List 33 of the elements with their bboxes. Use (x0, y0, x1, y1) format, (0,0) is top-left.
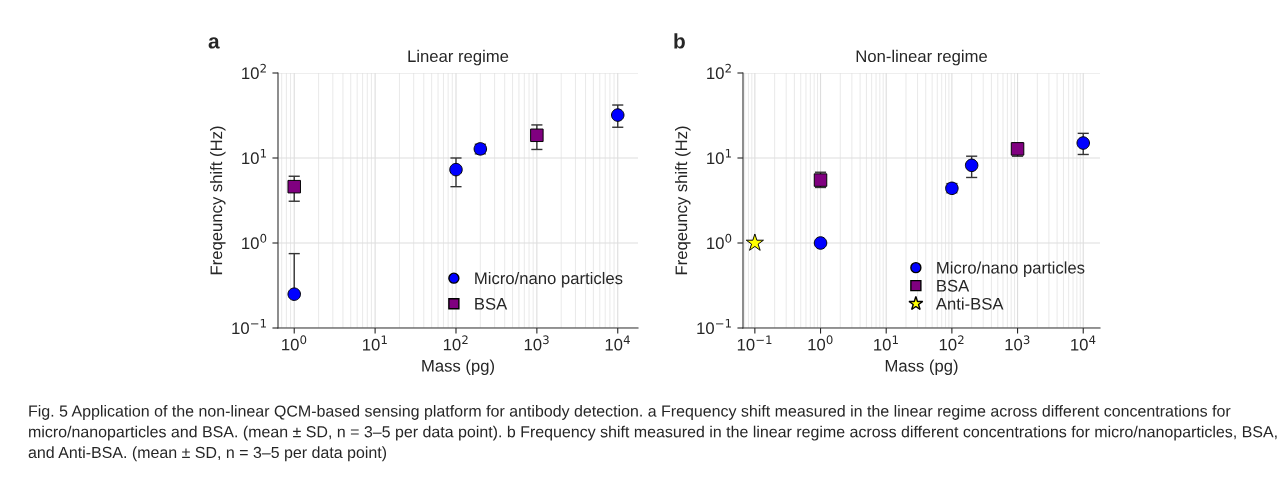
legend-label: BSA (937, 279, 970, 292)
text: a (208, 37, 220, 49)
x-tick-label: 10$^{0}$ (808, 335, 833, 351)
y-tick-label: 10$^{−1}$ (697, 319, 731, 335)
y-tick-label: 10$^{2}$ (707, 63, 731, 80)
x-tick-label: 10$^{4}$ (605, 335, 630, 351)
text: b (674, 33, 685, 49)
x-tick-label: 10$^{2}$ (443, 335, 468, 351)
legend-label: Micro/nano particles (475, 271, 623, 288)
x-tick-label: 10$^{3}$ (524, 335, 549, 351)
y-tick-label: 10$^{0}$ (242, 233, 267, 250)
x-tick-label: 10$^{3}$ (1005, 335, 1030, 351)
y-tick-label: 10$^{−1}$ (232, 319, 266, 335)
caption: Fig. 5 Application of the non-linear QCM-based sensing platform for antibody detection. a Frequency shift measured in the linear regime across different concentrations for micro/nanoparticles and BSA. (mean ± SD, n = 3–5 per data point). b Frequency shift measured in the linear regime across different concentrations for micro/nanoparticles, BSA, and Anti-BSA. (mean ± SD, n = 3–5 per data point) (28, 405, 1277, 462)
x-tick-label: 10$^{1}$ (874, 335, 898, 351)
y-tick-label: 10$^{1}$ (707, 149, 731, 165)
chart-title: Linear regime (408, 49, 509, 66)
legend-label: Anti-BSA (935, 297, 1004, 310)
legend-label: BSA (475, 297, 508, 310)
x-tick-label: 10$^{1}$ (363, 335, 387, 351)
y-tick-label: 10$^{0}$ (707, 233, 732, 250)
y-tick-label: 10$^{2}$ (242, 63, 266, 80)
x-tick-label: 10$^{4}$ (1071, 335, 1096, 351)
x-tick-label: 10$^{2}$ (939, 335, 964, 351)
x-axis-title: Mass (pg) (885, 359, 958, 376)
chart-title: Non-linear regime (856, 49, 987, 66)
y-tick-label: 10$^{1}$ (242, 149, 266, 165)
y-axis-title: Freqeuncy shift (Hz) (674, 126, 691, 275)
legend-label: Micro/nano particles (937, 261, 1085, 277)
y-axis-title: Freqeuncy shift (Hz) (209, 126, 226, 275)
x-tick-label: 10$^{0}$ (282, 335, 307, 351)
x-axis-title: Mass (pg) (422, 359, 495, 376)
x-tick-label: 10$^{−1}$ (737, 335, 772, 351)
